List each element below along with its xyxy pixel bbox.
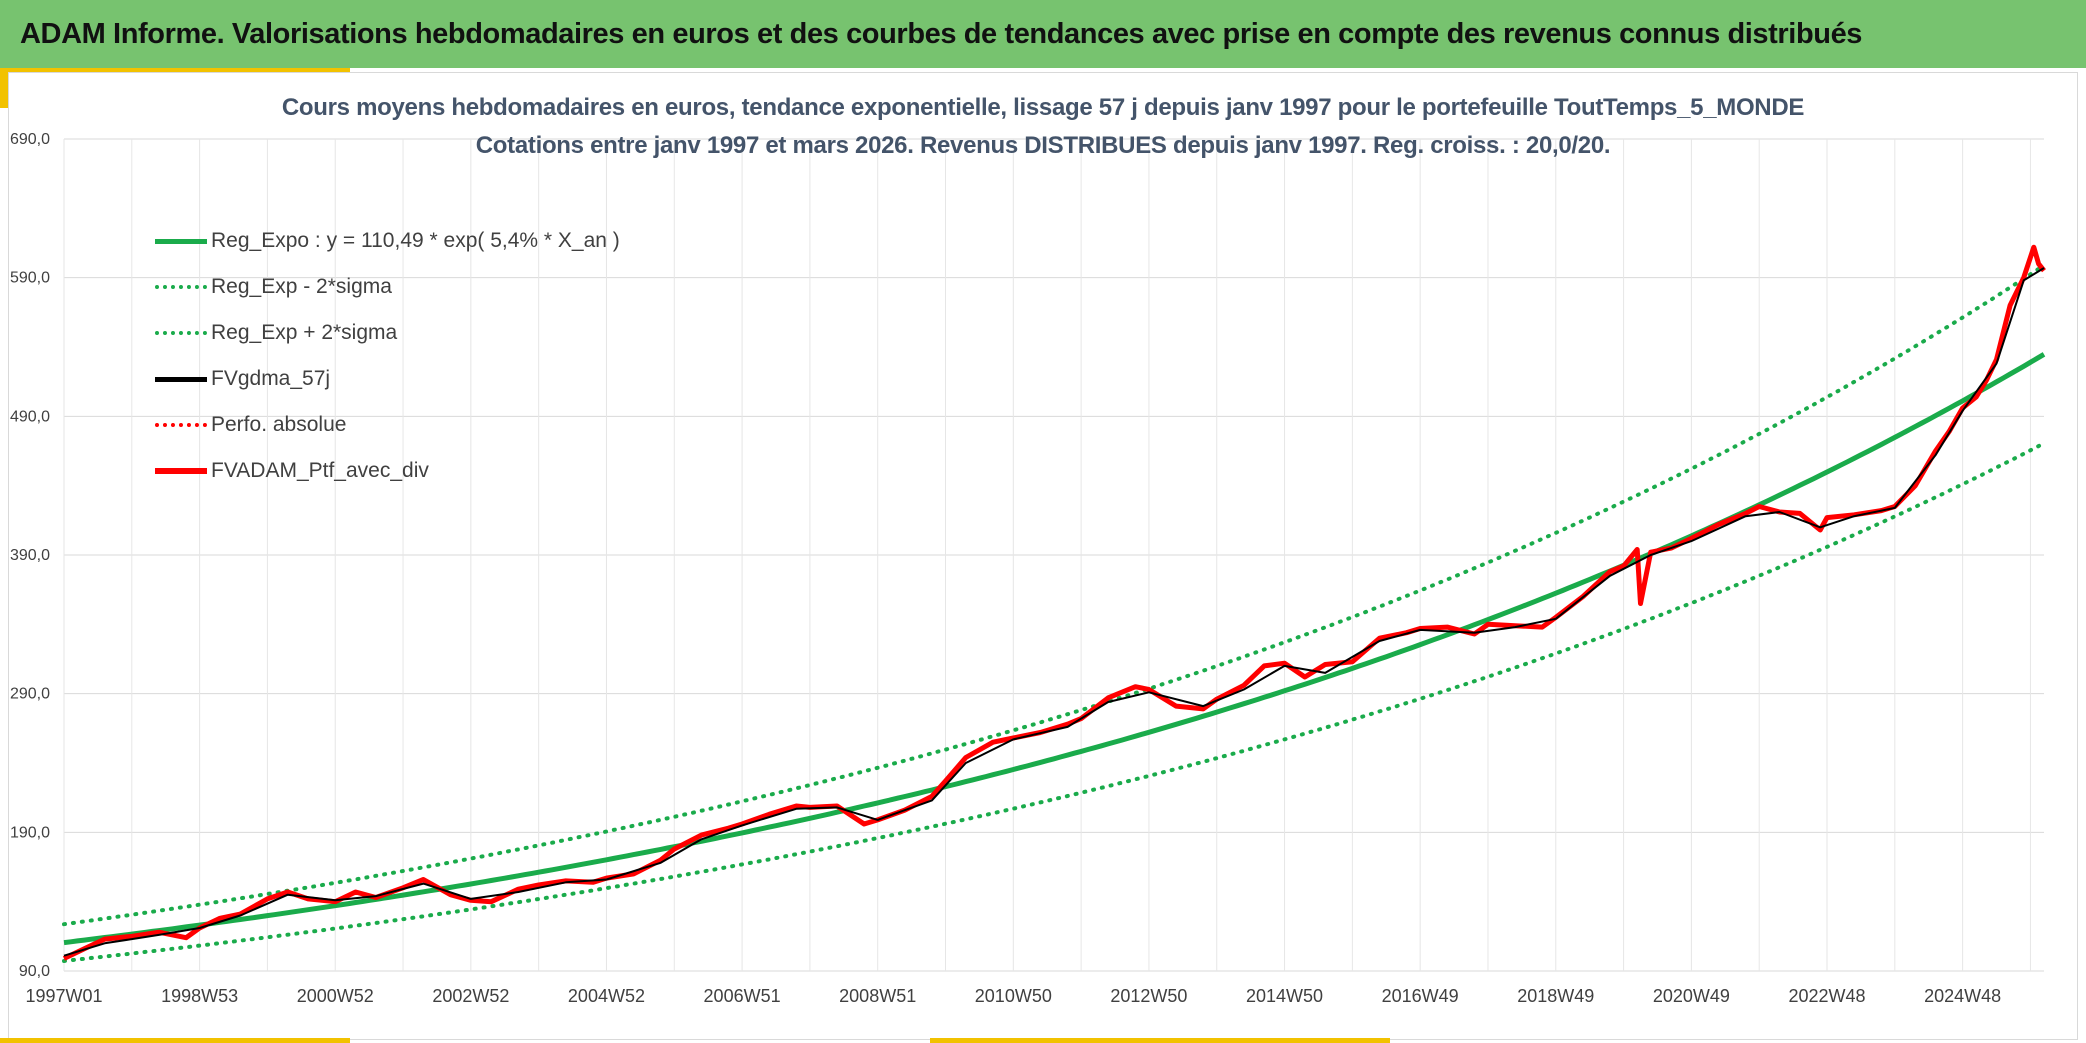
x-tick-label: 2020W49 [1653,986,1730,1006]
y-tick-label: 590,0 [10,270,50,287]
legend-label-perfo: Perfo. absolue [211,413,347,436]
accent-bar-top [0,68,350,72]
y-tick-label: 290,0 [10,686,50,703]
accent-bar-bottom-mid [930,1038,1390,1043]
x-tick-label: 2018W49 [1517,986,1594,1006]
legend-swatch-fvadam [155,468,207,474]
accent-bar-side [0,68,8,108]
y-tick-label: 490,0 [10,408,50,425]
legend-item-reg-minus: Reg_Exp - 2*sigma [155,264,620,310]
header-bar: ADAM Informe. Valorisations hebdomadaire… [0,0,2086,68]
x-tick-label: 2016W49 [1382,986,1459,1006]
x-tick-label: 2000W52 [297,986,374,1006]
legend-item-reg-plus: Reg_Exp + 2*sigma [155,310,620,356]
accent-bar-bottom-left [0,1038,350,1043]
legend-item-fvadam: FVADAM_Ptf_avec_div [155,448,620,494]
legend-swatch-reg-plus [155,331,207,335]
y-tick-label: 690,0 [10,131,50,148]
legend-item-fvgdma: FVgdma_57j [155,356,620,402]
x-tick-label: 1997W01 [25,986,102,1006]
legend-swatch-reg-minus [155,285,207,289]
series-fvgdma-57j [63,267,2045,957]
legend-label-fvgdma: FVgdma_57j [211,367,331,390]
legend-item-perfo: Perfo. absolue [155,402,620,448]
series-reg-plus-2sigma [62,263,2046,927]
legend-label-reg-minus: Reg_Exp - 2*sigma [211,275,392,298]
chart-frame [8,72,2078,1040]
chart-title-line1: Cours moyens hebdomadaires en euros, ten… [281,94,1805,121]
series-reg-minus-2sigma [62,441,2046,963]
series-fvadam-ptf-avec-div [62,244,2046,961]
x-tick-label: 2012W50 [1110,986,1187,1006]
chart-title-line2: Cotations entre janv 1997 et mars 2026. … [475,132,1611,159]
x-tick-label: 2014W50 [1246,986,1323,1006]
y-tick-label: 390,0 [10,547,50,564]
y-tick-label: 90,0 [19,963,50,980]
x-tick-label: 2008W51 [839,986,916,1006]
legend-swatch-fvgdma [155,376,207,382]
x-tick-label: 2006W51 [704,986,781,1006]
legend-label-reg-expo: Reg_Expo : y = 110,49 * exp( 5,4% * X_an… [211,229,620,252]
x-tick-label: 2004W52 [568,986,645,1006]
page-title: ADAM Informe. Valorisations hebdomadaire… [20,17,1863,50]
x-tick-label: 2024W48 [1924,986,2001,1006]
legend-label-reg-plus: Reg_Exp + 2*sigma [211,321,398,344]
legend-item-reg-expo: Reg_Expo : y = 110,49 * exp( 5,4% * X_an… [155,218,620,264]
legend-label-fvadam: FVADAM_Ptf_avec_div [211,459,429,482]
x-tick-label: 2022W48 [1788,986,1865,1006]
x-tick-label: 2002W52 [432,986,509,1006]
x-tick-label: 1998W53 [161,986,238,1006]
legend-swatch-perfo [155,423,207,427]
y-tick-label: 190,0 [10,824,50,841]
legend-swatch-reg-expo [155,238,207,244]
chart-legend: Reg_Expo : y = 110,49 * exp( 5,4% * X_an… [155,218,620,494]
x-tick-label: 2010W50 [975,986,1052,1006]
